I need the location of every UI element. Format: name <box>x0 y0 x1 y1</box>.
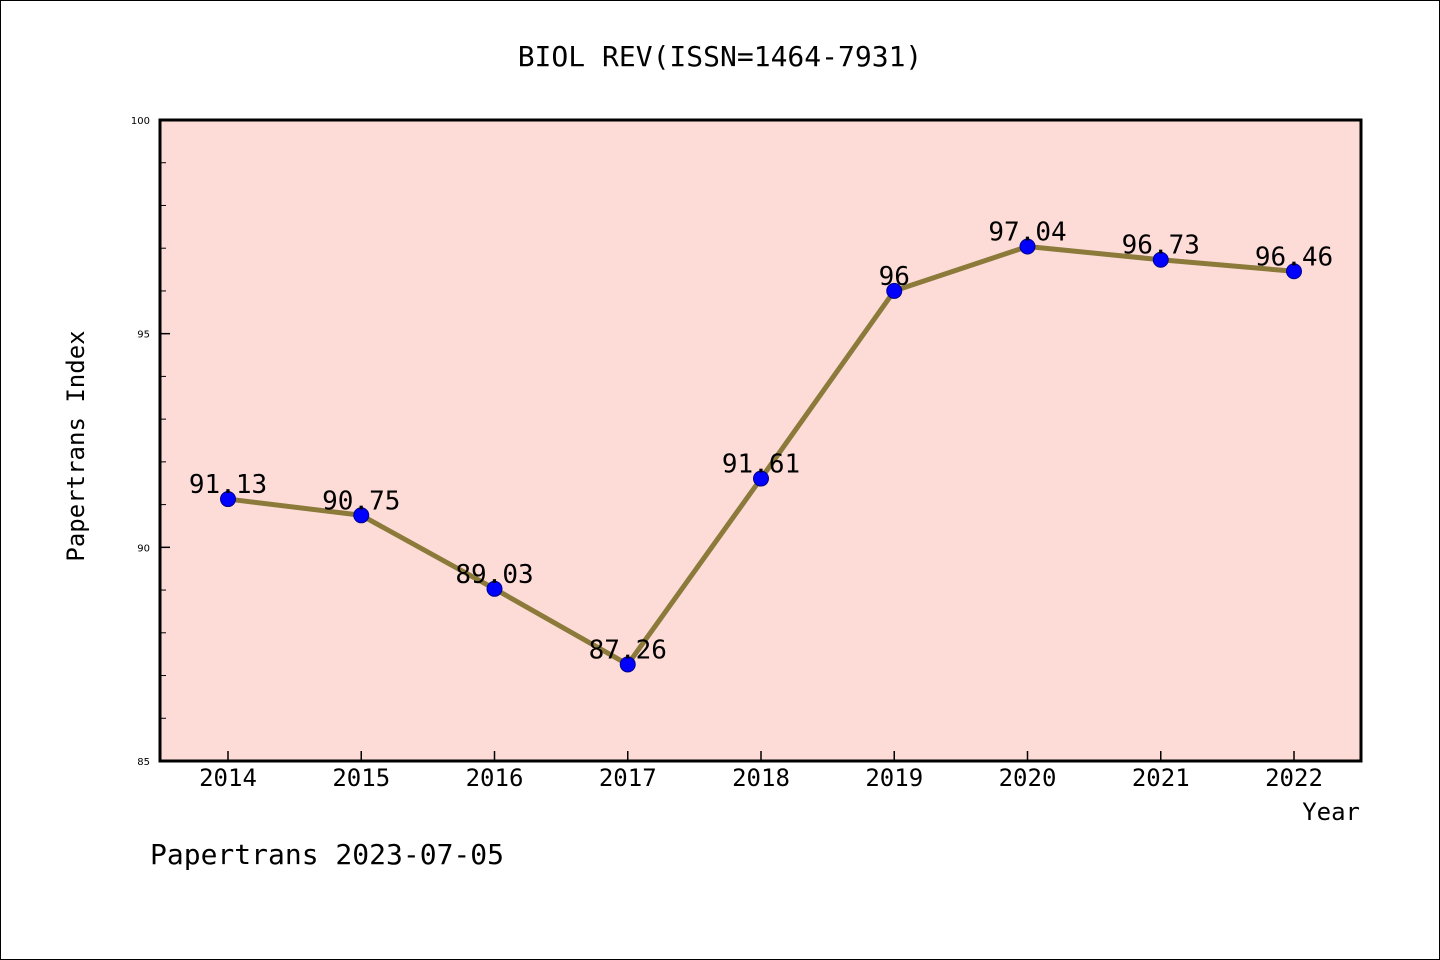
data-markers <box>220 238 1302 673</box>
data-label-2018: 91.61 <box>722 450 800 480</box>
data-point-2016 <box>486 580 503 597</box>
data-point-2017 <box>619 656 636 673</box>
data-point-2020 <box>1019 238 1036 255</box>
data-label-2016: 89.03 <box>455 560 533 590</box>
x-tick-label-2: 2016 <box>466 764 524 792</box>
plot-area <box>158 118 1363 763</box>
x-tick-label-8: 2022 <box>1265 764 1323 792</box>
y-tick-label-2: 95 <box>137 330 150 341</box>
data-point-2021 <box>1152 251 1169 268</box>
x-tick-label-3: 2017 <box>599 764 657 792</box>
y-tick-label-3: 100 <box>131 116 150 127</box>
data-label-2021: 96.73 <box>1122 231 1200 261</box>
y-tick-label-0: 85 <box>137 757 150 768</box>
chart-title: BIOL REV(ISSN=1464-7931) <box>518 40 923 73</box>
y-axis-label: Papertrans Index <box>62 330 90 561</box>
data-point-2014 <box>220 491 236 508</box>
x-tick-label-6: 2020 <box>999 764 1057 792</box>
x-tick-label-5: 2019 <box>865 764 923 792</box>
x-tick-label-0: 2014 <box>199 764 257 792</box>
x-axis-ticks: 2014 2015 2016 2017 2018 2019 2020 2021 2022 <box>199 751 1323 792</box>
x-axis-label: Year <box>1302 798 1360 826</box>
data-label-2017: 87.26 <box>589 635 667 665</box>
x-tick-label-1: 2015 <box>332 764 390 792</box>
data-label-2014: 91.13 <box>189 470 267 500</box>
data-point-2019 <box>886 282 903 299</box>
data-point-2022 <box>1286 263 1302 280</box>
x-tick-label-4: 2018 <box>732 764 790 792</box>
data-labels: 91.13 90.75 89.03 87.26 91.61 96 97.04 96.73 96.… <box>189 217 1333 665</box>
data-point-2015 <box>353 507 370 524</box>
data-point-2018 <box>753 470 769 487</box>
data-label-2022: 96.46 <box>1255 242 1333 272</box>
y-tick-label-1: 90 <box>137 543 150 554</box>
data-label-2015: 90.75 <box>322 486 400 516</box>
y-axis-ticks: 85 90 95 100 <box>131 116 170 768</box>
x-tick-label-7: 2021 <box>1132 764 1190 792</box>
footer-text: Papertrans 2023-07-05 <box>150 838 504 871</box>
data-label-2019: 96 <box>879 262 910 292</box>
data-label-2020: 97.04 <box>988 217 1066 247</box>
y-minor-ticks <box>160 162 166 719</box>
